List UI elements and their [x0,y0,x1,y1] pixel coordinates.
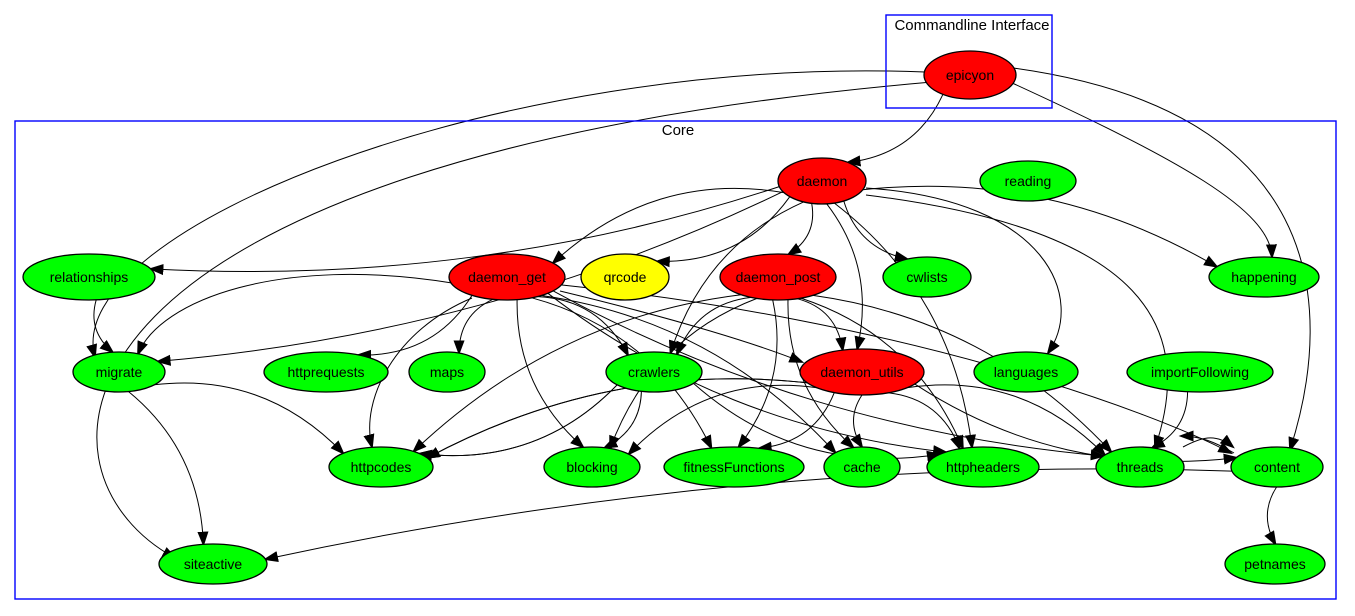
svg-text:petnames: petnames [1244,556,1305,572]
svg-text:relationships: relationships [50,269,129,285]
svg-text:httprequests: httprequests [287,364,364,380]
svg-text:Core: Core [662,122,695,139]
svg-text:reading: reading [1005,173,1052,189]
svg-text:epicyon: epicyon [946,67,994,83]
svg-text:siteactive: siteactive [184,556,243,572]
svg-text:daemon: daemon [797,173,848,189]
svg-text:daemon_post: daemon_post [736,269,821,285]
svg-text:cache: cache [843,459,881,475]
svg-text:languages: languages [994,364,1059,380]
svg-text:threads: threads [1117,459,1164,475]
svg-text:daemon_get: daemon_get [468,269,546,285]
svg-text:Commandline Interface: Commandline Interface [894,17,1049,34]
svg-text:migrate: migrate [96,364,143,380]
svg-text:httpheaders: httpheaders [946,459,1020,475]
svg-text:blocking: blocking [566,459,617,475]
svg-text:daemon_utils: daemon_utils [820,364,903,380]
svg-text:happening: happening [1231,269,1296,285]
svg-text:crawlers: crawlers [628,364,680,380]
svg-text:content: content [1254,459,1300,475]
svg-text:maps: maps [430,364,464,380]
svg-text:qrcode: qrcode [604,269,647,285]
svg-text:cwlists: cwlists [906,269,947,285]
svg-text:fitnessFunctions: fitnessFunctions [683,459,784,475]
svg-text:importFollowing: importFollowing [1151,364,1249,380]
svg-text:httpcodes: httpcodes [351,459,412,475]
